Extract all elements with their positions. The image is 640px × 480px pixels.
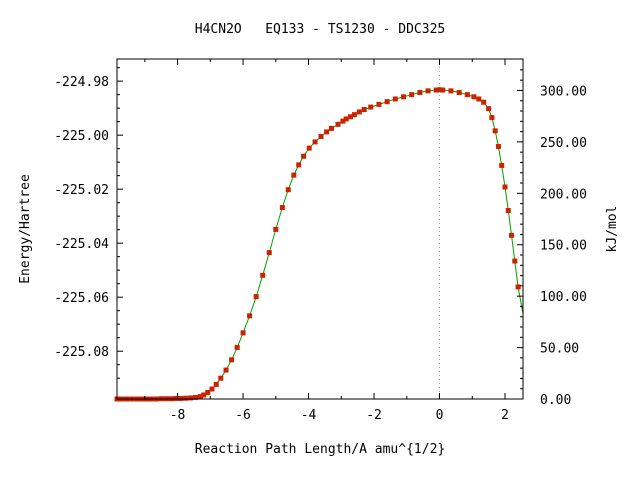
data-point: [178, 395, 184, 401]
data-point: [205, 390, 211, 396]
data-point: [384, 99, 390, 105]
y-tick-label: -225.04: [54, 237, 109, 252]
y-tick-label: -224.98: [54, 75, 109, 90]
data-point: [260, 272, 266, 278]
data-point: [409, 92, 415, 98]
data-point: [509, 232, 515, 238]
x-tick-label: -2: [366, 408, 382, 423]
data-point: [234, 344, 240, 350]
energy-series: [114, 87, 524, 402]
y-tick-label: -225.02: [54, 183, 109, 198]
data-point: [209, 386, 215, 392]
data-point: [343, 116, 349, 122]
data-point: [440, 87, 446, 93]
data-point: [328, 125, 334, 131]
data-point: [464, 92, 470, 98]
data-point: [486, 106, 492, 112]
data-point: [417, 89, 423, 95]
data-point: [392, 96, 398, 102]
data-point: [201, 392, 207, 398]
data-point: [301, 153, 307, 159]
data-point: [456, 89, 462, 95]
data-point: [368, 104, 374, 110]
y-tick-label: -225.06: [54, 291, 109, 306]
data-point: [335, 121, 341, 127]
y-axis-label: Energy/Hartree: [18, 174, 33, 284]
y2-axis-label: kJ/mol: [605, 206, 620, 253]
y-tick-label: -225.00: [54, 129, 109, 144]
data-point: [312, 139, 318, 145]
data-point: [433, 87, 439, 93]
y2-tick-label: 250.00: [540, 136, 587, 151]
data-point: [351, 112, 357, 118]
data-point: [324, 129, 330, 135]
x-axis-ticks: -8 -6 -4 -2 0 2: [144, 59, 509, 423]
data-point: [376, 101, 382, 107]
data-point: [499, 162, 505, 168]
data-point: [213, 381, 219, 387]
x-tick-label: 2: [501, 408, 509, 423]
data-point: [515, 284, 521, 290]
data-point: [296, 162, 302, 168]
data-point: [279, 205, 285, 211]
y-tick-label: -225.08: [54, 345, 109, 360]
data-point: [285, 187, 291, 193]
data-point: [223, 367, 229, 373]
data-point: [425, 88, 431, 94]
data-point: [361, 107, 367, 113]
data-point: [173, 395, 179, 401]
data-point: [188, 395, 194, 401]
y2-tick-label: 300.00: [540, 84, 587, 99]
data-point: [347, 114, 353, 120]
data-point: [229, 357, 235, 363]
data-point: [489, 115, 495, 121]
chart-title: H4CN2O EQ133 - TS1230 - DDC325: [195, 22, 445, 37]
data-point: [481, 99, 487, 105]
data-point: [183, 395, 189, 401]
y2-tick-label: 0.00: [540, 393, 571, 408]
data-point: [266, 250, 272, 256]
data-point: [505, 208, 511, 214]
data-point: [291, 172, 297, 178]
data-point: [448, 88, 454, 94]
data-point: [197, 394, 203, 400]
data-point: [437, 87, 443, 93]
data-point: [512, 258, 518, 264]
data-point: [240, 330, 246, 336]
x-tick-label: -6: [235, 408, 251, 423]
data-point: [273, 226, 279, 232]
data-point: [306, 145, 312, 151]
data-point: [253, 294, 259, 300]
y-axis-ticks: -224.98 -225.00 -225.02 -225.04 -225.06 -225.…: [54, 67, 123, 379]
data-point: [476, 96, 482, 102]
data-point: [318, 134, 324, 140]
x-tick-label: 0: [436, 408, 444, 423]
y2-tick-label: 150.00: [540, 239, 587, 254]
y2-axis-ticks: 300.00 250.00 200.00 150.00 100.00 50.00 0.00: [517, 69, 587, 408]
data-point: [400, 94, 406, 100]
y2-tick-label: 100.00: [540, 290, 587, 305]
data-point: [218, 375, 224, 381]
plot-frame: [116, 58, 524, 400]
x-tick-label: -4: [301, 408, 317, 423]
y2-tick-label: 200.00: [540, 187, 587, 202]
x-axis-label: Reaction Path Length/A amu^{1/2}: [195, 442, 445, 457]
data-point: [502, 184, 508, 190]
data-point: [340, 118, 346, 124]
y2-tick-label: 50.00: [540, 342, 579, 357]
data-point: [495, 143, 501, 149]
x-tick-label: -8: [170, 408, 186, 423]
data-point: [492, 128, 498, 134]
data-point: [471, 94, 477, 100]
data-point: [193, 394, 199, 400]
data-point: [356, 109, 362, 115]
data-point: [247, 313, 253, 319]
